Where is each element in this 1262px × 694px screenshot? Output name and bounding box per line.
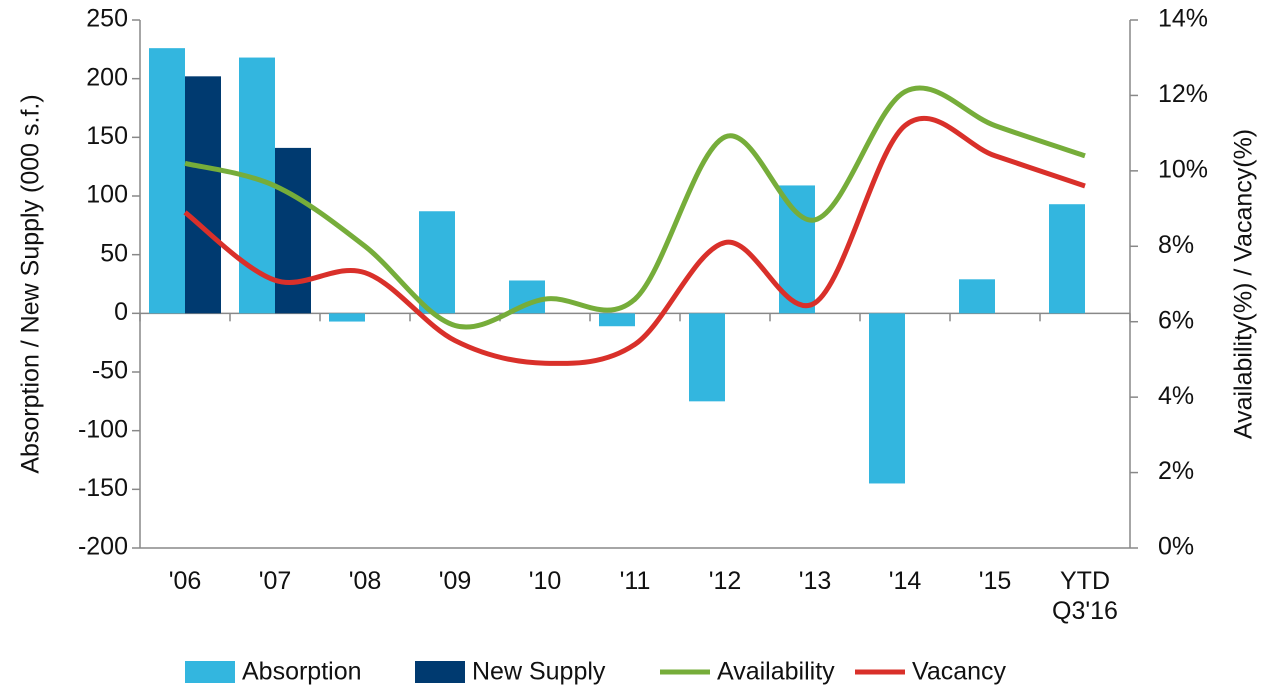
y2-tick-label: 4% [1158, 382, 1194, 410]
y2-tick-label: 12% [1158, 80, 1208, 108]
legend-label: New Supply [472, 658, 606, 686]
y-tick-label: 100 [86, 181, 128, 209]
y-tick-label: -200 [78, 533, 128, 561]
y2-tick-label: 14% [1158, 5, 1208, 33]
x-tick-label: '11 [619, 567, 651, 595]
y2-tick-label: 6% [1158, 306, 1194, 334]
legend-swatch [415, 661, 465, 683]
legend-label: Availability [717, 658, 835, 686]
y-tick-label: 50 [100, 239, 128, 267]
x-tick-label: '12 [708, 567, 742, 595]
x-tick-label: YTD Q3'16 [1052, 567, 1118, 625]
line [184, 85, 1086, 330]
bar [149, 48, 185, 314]
x-tick-label: '06 [168, 567, 202, 595]
x-tick-label: '09 [438, 567, 472, 595]
legend-swatch [185, 661, 235, 683]
x-tick-label: '13 [798, 567, 832, 595]
legend-label: Vacancy [912, 658, 1007, 686]
bar [275, 147, 311, 314]
y-tick-label: 250 [86, 5, 128, 33]
x-tick-label: '15 [978, 567, 1012, 595]
y-tick-label: 150 [86, 122, 128, 150]
bar [419, 211, 455, 314]
x-tick-label: '14 [888, 567, 922, 595]
y2-tick-label: 2% [1158, 457, 1194, 485]
line [183, 116, 1086, 366]
bar [329, 313, 365, 322]
x-tick-label: '07 [258, 567, 292, 595]
legend-label: Absorption [242, 658, 362, 686]
y2-axis-title: Availability(%) / Vacancy(%) [1230, 129, 1258, 439]
y-axis-title: Absorption / New Supply (000 s.f.) [17, 94, 45, 473]
bar [869, 313, 905, 484]
bar [1049, 204, 1085, 314]
y2-tick-label: 0% [1158, 533, 1194, 561]
y2-tick-label: 8% [1158, 231, 1194, 259]
bar [689, 313, 725, 402]
bar [959, 279, 995, 314]
y-tick-label: 0 [114, 298, 128, 326]
y2-tick-label: 10% [1158, 155, 1208, 183]
y-tick-label: -50 [92, 357, 128, 385]
y-tick-label: 200 [86, 63, 128, 91]
y-tick-label: -150 [78, 474, 128, 502]
bar [185, 76, 221, 314]
x-tick-label: '08 [348, 567, 382, 595]
x-tick-label: '10 [528, 567, 562, 595]
bar [599, 313, 635, 327]
y-tick-label: -100 [78, 415, 128, 443]
